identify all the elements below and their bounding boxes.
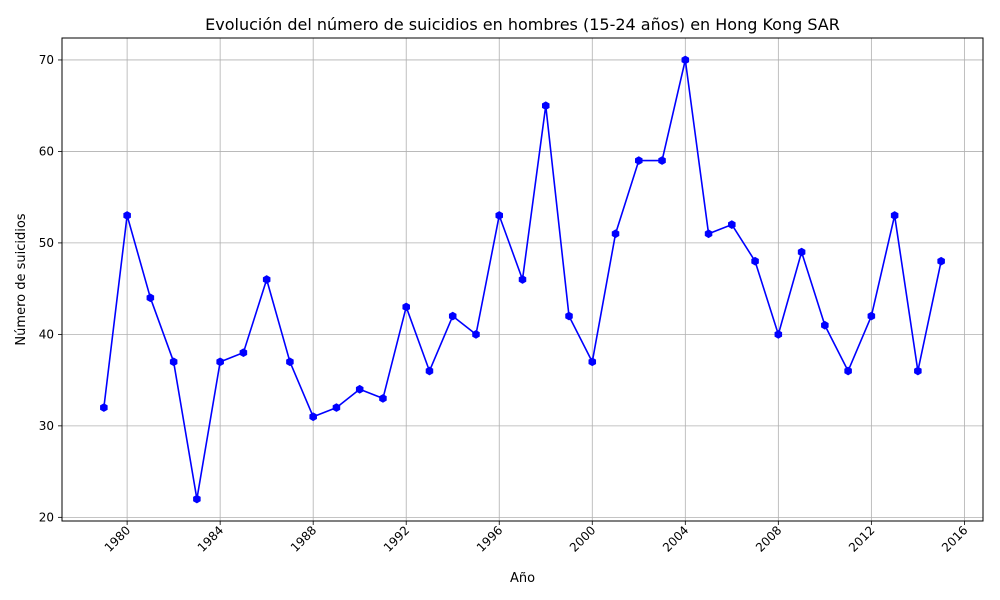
data-point: [332, 403, 341, 412]
data-point: [286, 357, 294, 367]
data-point: [448, 311, 457, 321]
data-point: [704, 229, 713, 239]
data-point: [169, 357, 178, 367]
data-point: [844, 366, 852, 376]
data-point: [937, 256, 945, 266]
data-point: [402, 302, 410, 312]
grid: [62, 38, 983, 521]
data-point: [728, 220, 736, 229]
y-tick-label: 40: [39, 327, 54, 341]
y-tick-label: 60: [39, 144, 54, 158]
data-point: [797, 247, 806, 257]
data-point: [379, 394, 387, 403]
y-tick-label: 30: [39, 419, 54, 433]
data-point: [565, 311, 573, 321]
data-point: [914, 366, 922, 376]
data-point: [821, 320, 829, 330]
data-point: [611, 229, 620, 239]
data-point: [495, 211, 504, 220]
data-point: [216, 357, 224, 367]
y-axis-label: Número de suicidios: [14, 213, 29, 345]
data-point: [681, 55, 690, 65]
x-axis-label: Año: [510, 571, 535, 586]
y-tick-label: 70: [39, 53, 54, 67]
data-point: [262, 275, 271, 284]
data-point: [239, 348, 248, 358]
data-point: [890, 211, 899, 220]
data-point: [193, 494, 201, 504]
data-point: [588, 357, 597, 367]
plot-area-frame: [61, 37, 984, 522]
data-point: [774, 330, 783, 339]
data-point: [146, 293, 155, 303]
data-point: [518, 275, 527, 284]
data-point: [309, 412, 317, 422]
chart-title: Evolución del número de suicidios en hom…: [205, 15, 840, 34]
data-point: [867, 311, 876, 321]
data-point: [541, 101, 550, 111]
series-layer: [100, 55, 945, 504]
data-point: [355, 384, 364, 394]
y-tick-label: 50: [39, 236, 54, 250]
data-point: [100, 403, 108, 412]
data-point: [472, 330, 480, 339]
data-point: [425, 366, 434, 376]
data-point: [751, 256, 759, 266]
y-tick-label: 20: [39, 510, 54, 524]
data-point: [635, 156, 643, 165]
data-point: [123, 211, 131, 220]
data-point: [658, 156, 666, 165]
